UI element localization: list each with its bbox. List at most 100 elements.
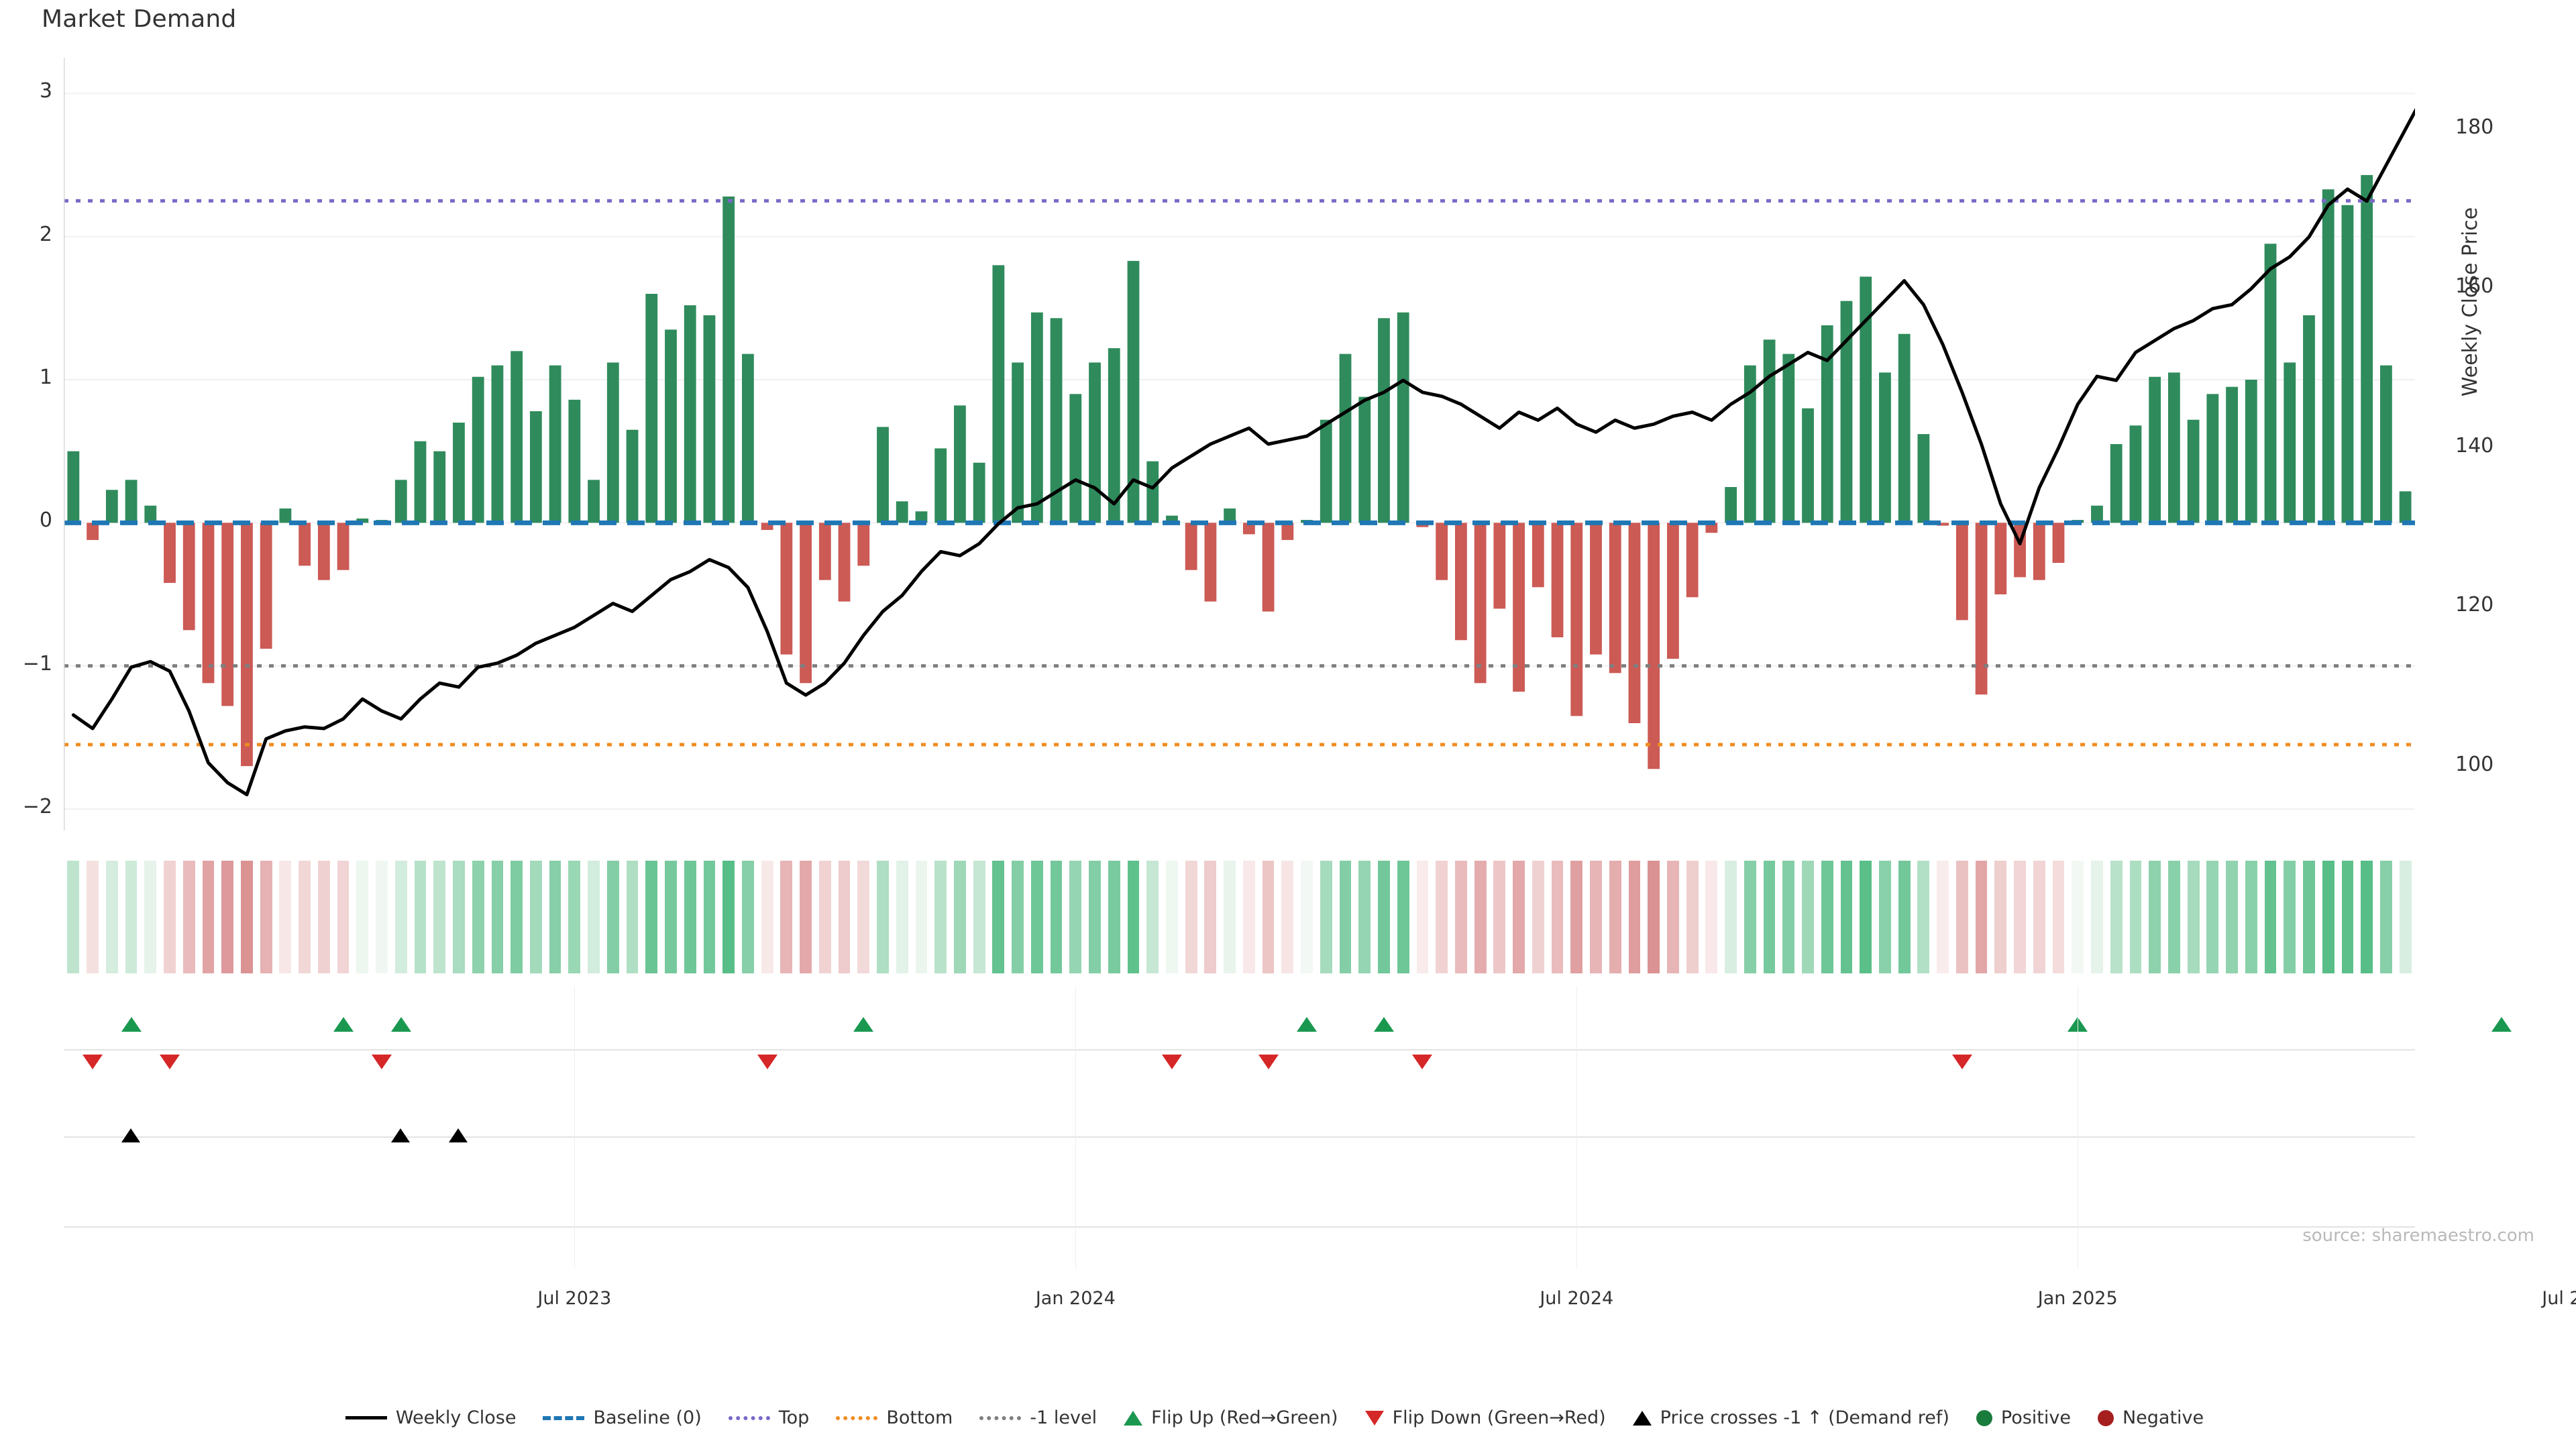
heatmap-cell xyxy=(337,861,350,973)
flip-down-marker xyxy=(1951,1055,1972,1069)
y-axis-right-label: Weekly Close Price xyxy=(2459,207,2482,397)
demand-bar xyxy=(877,427,889,523)
legend-item[interactable]: -1 level xyxy=(979,1407,1097,1428)
heatmap-cell xyxy=(433,861,446,973)
heatmap-cell xyxy=(2399,861,2412,973)
demand-bar xyxy=(453,423,465,523)
demand-bar xyxy=(703,315,716,523)
flip-up-marker xyxy=(390,1017,411,1032)
flip-up-marker xyxy=(1297,1017,1318,1032)
demand-bar xyxy=(1743,365,1756,523)
heatmap-cell xyxy=(105,861,118,973)
legend-item[interactable]: Baseline (0) xyxy=(543,1407,702,1428)
demand-bar xyxy=(1937,523,1949,526)
demand-bar xyxy=(2187,419,2200,523)
heatmap-cell xyxy=(511,861,523,973)
flip-down-marker xyxy=(1161,1055,1182,1069)
heatmap-cell xyxy=(1493,861,1506,973)
heatmap-cell xyxy=(818,861,831,973)
heatmap-cell xyxy=(164,861,176,973)
lane-divider xyxy=(64,1049,2415,1051)
dotted-line-icon xyxy=(728,1415,770,1420)
demand-bar xyxy=(1320,419,1332,523)
demand-bar xyxy=(1725,487,1737,523)
heatmap-cell xyxy=(317,861,330,973)
demand-bar xyxy=(2341,205,2354,523)
heatmap-cell xyxy=(241,861,253,973)
flip-down-marker xyxy=(1258,1055,1279,1069)
demand-bar xyxy=(1012,362,1024,523)
demand-bar xyxy=(1667,523,1679,659)
heatmap-cell xyxy=(1089,861,1101,973)
heatmap-cell xyxy=(1127,861,1140,973)
demand-bar xyxy=(1975,523,1988,695)
heatmap-cell xyxy=(1166,861,1178,973)
heatmap-cell xyxy=(1358,861,1371,973)
legend-label: Positive xyxy=(2000,1407,2071,1428)
legend-item[interactable]: Positive xyxy=(1976,1407,2071,1428)
demand-bar xyxy=(337,523,350,570)
circle-green-icon xyxy=(1976,1409,1992,1426)
heatmap-cell xyxy=(182,861,195,973)
x-axis-tick: Jul 2024 xyxy=(1540,1288,1614,1309)
flip-up-marker xyxy=(1373,1017,1394,1032)
heatmap-cell xyxy=(761,861,773,973)
legend-item[interactable]: Flip Up (Red→Green) xyxy=(1124,1407,1338,1428)
heatmap-cell xyxy=(2322,861,2334,973)
heatmap-cell xyxy=(472,861,484,973)
legend-item[interactable]: Price crosses -1 ↑ (Demand ref) xyxy=(1632,1407,1949,1428)
lane-divider xyxy=(64,1136,2415,1138)
heatmap-cell xyxy=(1782,861,1795,973)
heatmap-cell xyxy=(1281,861,1294,973)
triangle-down-icon xyxy=(1364,1410,1384,1426)
heatmap-cell xyxy=(1763,861,1776,973)
heatmap-cell xyxy=(260,861,272,973)
heatmap-cell xyxy=(1108,861,1120,973)
demand-bar xyxy=(1242,523,1255,535)
x-gridline xyxy=(574,986,576,1268)
demand-bar xyxy=(1628,523,1641,723)
demand-bar xyxy=(1127,260,1140,523)
heatmap-cell xyxy=(1725,861,1737,973)
demand-bar xyxy=(182,523,195,631)
legend-item[interactable]: Flip Down (Green→Red) xyxy=(1364,1407,1606,1428)
demand-bar xyxy=(1436,523,1448,580)
demand-bar xyxy=(1705,523,1718,533)
heatmap-cell xyxy=(376,861,388,973)
y-axis-left-tick: 0 xyxy=(39,508,52,533)
heatmap-cell xyxy=(2110,861,2123,973)
demand-bar xyxy=(2264,244,2277,523)
heatmap-cell xyxy=(356,861,369,973)
demand-bar xyxy=(2091,505,2103,523)
heatmap-cell xyxy=(857,861,870,973)
heatmap-cell xyxy=(2187,861,2200,973)
legend-label: Baseline (0) xyxy=(593,1407,702,1428)
heatmap-cell xyxy=(741,861,754,973)
demand-bar xyxy=(260,523,272,649)
demand-bar xyxy=(1108,348,1120,523)
demand-bar xyxy=(87,523,99,540)
flip-up-marker xyxy=(121,1017,142,1032)
demand-bar xyxy=(1262,523,1275,612)
heatmap-cell xyxy=(1667,861,1679,973)
heatmap-cell xyxy=(2149,861,2161,973)
demand-bar xyxy=(1840,301,1853,523)
legend-item[interactable]: Weekly Close xyxy=(345,1407,516,1428)
flip-down-marker xyxy=(372,1055,392,1069)
y-axis-right-tick: 180 xyxy=(2455,115,2494,139)
demand-bar xyxy=(2303,315,2315,523)
demand-bar xyxy=(221,523,234,706)
demand-bar xyxy=(1570,523,1583,716)
heatmap-cell xyxy=(2245,861,2257,973)
heatmap-cell xyxy=(1898,861,1911,973)
heatmap-cell xyxy=(1454,861,1467,973)
x-axis-tick: Jan 2025 xyxy=(2037,1288,2118,1309)
demand-bar xyxy=(1050,318,1063,523)
heatmap-cell xyxy=(1436,861,1448,973)
legend-item[interactable]: Top xyxy=(728,1407,809,1428)
legend-item[interactable]: Bottom xyxy=(836,1407,953,1428)
demand-bar xyxy=(164,523,176,583)
legend-item[interactable]: Negative xyxy=(2097,1407,2204,1428)
heatmap-cell xyxy=(1030,861,1043,973)
heatmap-cell xyxy=(1012,861,1024,973)
